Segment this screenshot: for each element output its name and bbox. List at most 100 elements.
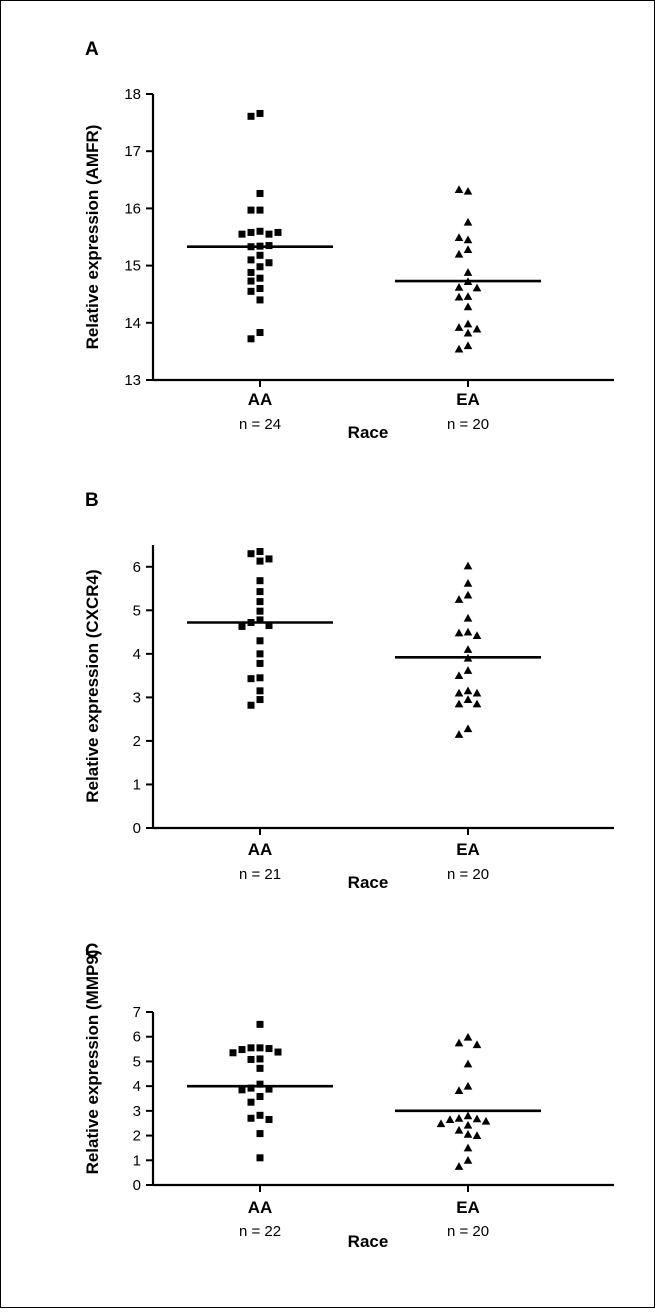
group-label-aa: AA <box>248 1198 273 1217</box>
y-axis-title: Relative expression (CXCR4) <box>83 569 102 802</box>
y-tick-label: 7 <box>133 1004 141 1021</box>
data-point-triangle <box>463 579 473 587</box>
data-point-triangle <box>454 185 464 193</box>
data-point-square <box>238 622 246 630</box>
panel-b: B 0 1 2 3 4 5 6 Relative expression (CXCR4) Race A… <box>83 490 614 892</box>
data-point-triangle <box>454 699 464 708</box>
y-tick-label: 3 <box>133 689 141 706</box>
data-point-triangle <box>463 245 473 254</box>
y-tick-label: 5 <box>133 1053 141 1070</box>
n-label-ea: n = 20 <box>447 866 489 883</box>
data-point-square <box>256 1154 264 1162</box>
data-point-square <box>265 230 273 238</box>
data-point-triangle <box>463 1081 473 1090</box>
data-point-triangle <box>463 292 473 300</box>
data-point-square <box>247 112 255 120</box>
data-point-triangle <box>463 341 473 350</box>
y-tick-label: 5 <box>133 602 141 619</box>
data-point-triangle <box>454 283 464 291</box>
data-point-square <box>247 675 255 683</box>
data-point-triangle <box>454 628 464 637</box>
data-point-triangle <box>463 686 473 695</box>
y-tick-label: 1 <box>133 776 141 793</box>
data-point-square <box>256 557 264 565</box>
data-point-triangle <box>472 699 482 708</box>
data-point-square <box>256 227 264 235</box>
data-point-square <box>247 256 255 264</box>
data-point-square <box>256 577 264 585</box>
data-point-square <box>256 296 264 304</box>
data-point-triangle <box>472 1114 482 1123</box>
data-point-triangle <box>454 1038 464 1047</box>
data-point-triangle <box>463 1111 473 1120</box>
data-point-triangle <box>463 1143 473 1152</box>
n-label-aa: n = 24 <box>239 416 281 433</box>
data-point-triangle <box>463 613 473 622</box>
data-point-square <box>256 687 264 695</box>
data-point-square <box>256 1064 264 1072</box>
data-point-triangle <box>463 1120 473 1129</box>
data-point-triangle <box>454 292 464 301</box>
data-point-square <box>265 1085 273 1093</box>
y-tick-label: 6 <box>133 1029 141 1046</box>
data-point-triangle <box>463 328 473 337</box>
data-point-square <box>247 1084 255 1092</box>
y-tick-label: 15 <box>124 258 141 275</box>
data-point-square <box>256 616 264 624</box>
data-point-square <box>274 1048 282 1056</box>
data-point-square <box>247 277 255 285</box>
data-point-triangle <box>472 324 482 333</box>
data-point-triangle <box>463 627 473 636</box>
data-point-triangle <box>472 631 482 639</box>
data-point-triangle <box>463 653 473 662</box>
y-tick-label: 0 <box>133 820 141 837</box>
y-tick-label: 4 <box>133 1078 141 1095</box>
data-point-triangle <box>454 1086 464 1095</box>
y-tick-label: 4 <box>133 646 141 663</box>
data-point-square <box>265 242 273 250</box>
data-point-square <box>247 618 255 626</box>
data-point-triangle <box>463 235 473 244</box>
data-point-triangle <box>463 645 473 653</box>
data-point-triangle <box>472 1131 482 1140</box>
data-point-square <box>256 1020 264 1028</box>
x-axis-title: Race <box>348 1232 389 1251</box>
group-label-aa: AA <box>248 840 273 859</box>
data-point-triangle <box>454 323 464 331</box>
data-point-square <box>256 109 264 117</box>
data-point-triangle <box>463 1130 473 1138</box>
x-axis-title: Race <box>348 873 389 892</box>
y-axis-title: Relative expression (MMP9) <box>83 950 102 1175</box>
data-point-triangle <box>454 730 464 738</box>
data-point-square <box>265 555 273 563</box>
y-tick-label: 13 <box>124 372 141 389</box>
data-point-triangle <box>463 319 473 328</box>
data-point-square <box>256 674 264 682</box>
data-point-triangle <box>454 688 464 697</box>
data-point-square <box>256 637 264 645</box>
data-point-triangle <box>472 283 482 292</box>
data-point-triangle <box>454 671 464 680</box>
y-axis-title: Relative expression (AMFR) <box>83 125 102 350</box>
data-point-square <box>256 251 264 259</box>
data-point-square <box>238 230 246 238</box>
panel-c: C 0 1 2 3 4 5 6 7 Relative expression (MMP9) Race A… <box>83 941 614 1251</box>
data-point-triangle <box>463 268 473 276</box>
data-point-triangle <box>454 1113 464 1122</box>
data-point-square <box>247 550 255 558</box>
y-tick-label: 2 <box>133 1128 141 1145</box>
group-label-aa: AA <box>248 390 273 409</box>
data-point-square <box>274 228 282 236</box>
data-point-triangle <box>454 1162 464 1170</box>
data-point-square <box>256 329 264 337</box>
n-label-ea: n = 20 <box>447 1223 489 1240</box>
data-point-square <box>247 1044 255 1052</box>
data-point-square <box>265 622 273 630</box>
data-point-square <box>247 701 255 709</box>
data-point-triangle <box>463 561 473 570</box>
data-point-triangle <box>472 1040 482 1049</box>
y-tick-label: 2 <box>133 733 141 750</box>
data-point-square <box>265 259 273 267</box>
